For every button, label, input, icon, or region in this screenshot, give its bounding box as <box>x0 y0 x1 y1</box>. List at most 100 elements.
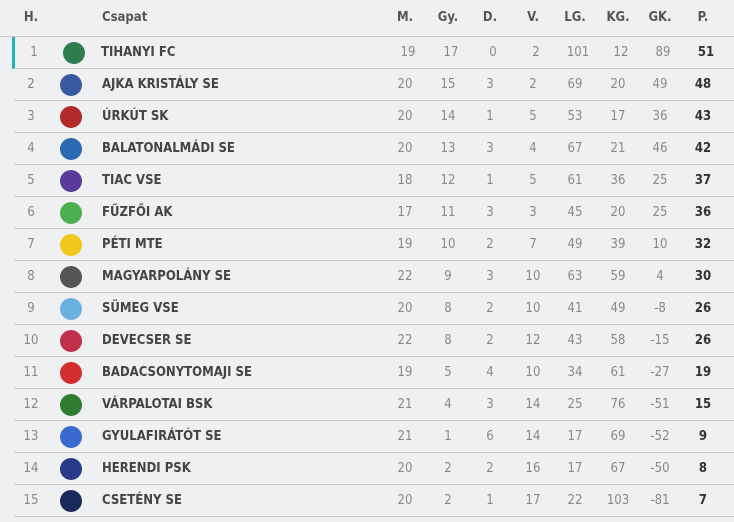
cell-gy: 5 <box>444 365 452 380</box>
cell-v: 4 <box>529 141 537 156</box>
table-row[interactable]: 3 ÚRKÚT SK 20 14 1 5 53 17 36 43 <box>14 101 734 133</box>
cell-p: 51 <box>697 45 715 60</box>
cell-gk: 4 <box>656 269 664 284</box>
rank: 14 <box>23 461 39 476</box>
cell-kg: 58 <box>610 333 626 348</box>
team-name[interactable]: HERENDI PSK <box>102 461 191 476</box>
cell-d: 1 <box>486 173 494 188</box>
cell-m: 22 <box>397 333 413 348</box>
header-rank: H. <box>23 10 39 25</box>
team-name[interactable]: FŰZFŐI AK <box>102 205 173 220</box>
cell-d: 4 <box>486 365 494 380</box>
rank: 11 <box>23 365 39 380</box>
cell-d: 2 <box>486 333 494 348</box>
team-name[interactable]: BALATONALMÁDI SE <box>102 141 235 156</box>
team-name[interactable]: VÁRPALOTAI BSK <box>102 397 213 412</box>
cell-gy: 10 <box>440 237 456 252</box>
team-name[interactable]: AJKA KRISTÁLY SE <box>102 77 219 92</box>
table-row[interactable]: 6 FŰZFŐI AK 17 11 3 3 45 20 25 36 <box>14 197 734 229</box>
team-logo-icon <box>60 74 82 96</box>
header-d: D. <box>482 10 498 25</box>
cell-lg: 22 <box>567 493 583 508</box>
team-name[interactable]: MAGYARPOLÁNY SE <box>102 269 232 284</box>
cell-p: 37 <box>694 173 712 188</box>
team-logo-icon <box>60 426 82 448</box>
team-logo-icon <box>60 394 82 416</box>
cell-d: 1 <box>486 493 494 508</box>
cell-gy: 14 <box>440 109 456 124</box>
team-name[interactable]: TIAC VSE <box>102 173 162 188</box>
cell-v: 14 <box>525 429 541 444</box>
cell-lg: 25 <box>567 397 583 412</box>
cell-p: 48 <box>694 77 712 92</box>
cell-m: 22 <box>397 269 413 284</box>
header-gy: Gy. <box>437 10 459 25</box>
table-row[interactable]: 9 SÜMEG VSE 20 8 2 10 41 49 -8 26 <box>14 293 734 325</box>
team-name[interactable]: GYULAFIRÁTÓT SE <box>102 429 222 444</box>
cell-gk: 25 <box>652 205 668 220</box>
cell-m: 21 <box>397 429 413 444</box>
cell-m: 18 <box>397 173 413 188</box>
team-logo-icon <box>60 170 82 192</box>
team-logo-icon <box>60 234 82 256</box>
table-row[interactable]: 2 AJKA KRISTÁLY SE 20 15 3 2 69 20 49 48 <box>14 69 734 101</box>
cell-v: 5 <box>529 173 537 188</box>
cell-d: 2 <box>486 301 494 316</box>
cell-m: 20 <box>397 493 413 508</box>
cell-p: 43 <box>694 109 712 124</box>
team-name[interactable]: SÜMEG VSE <box>102 301 179 316</box>
cell-p: 8 <box>698 461 708 476</box>
cell-d: 0 <box>489 45 497 60</box>
cell-gy: 4 <box>444 397 452 412</box>
team-name[interactable]: CSETÉNY SE <box>102 493 182 508</box>
rank: 7 <box>27 237 35 252</box>
cell-lg: 34 <box>567 365 583 380</box>
table-row[interactable]: 5 TIAC VSE 18 12 1 5 61 36 25 37 <box>14 165 734 197</box>
cell-m: 20 <box>397 461 413 476</box>
cell-lg: 17 <box>567 461 583 476</box>
table-row[interactable]: 8 MAGYARPOLÁNY SE 22 9 3 10 63 59 4 30 <box>14 261 734 293</box>
table-row[interactable]: 11 BADACSONYTOMAJI SE 19 5 4 10 34 61 -27 19 <box>14 357 734 389</box>
rank: 9 <box>27 301 35 316</box>
cell-kg: 69 <box>610 429 626 444</box>
cell-gy: 1 <box>444 429 452 444</box>
table-row[interactable]: 4 BALATONALMÁDI SE 20 13 3 4 67 21 46 42 <box>14 133 734 165</box>
cell-m: 20 <box>397 77 413 92</box>
rank: 1 <box>30 45 38 60</box>
cell-kg: 39 <box>610 237 626 252</box>
team-name[interactable]: TIHANYI FC <box>101 45 176 60</box>
cell-p: 7 <box>698 493 708 508</box>
team-logo-icon <box>63 42 85 64</box>
header-m: M. <box>396 10 414 25</box>
cell-p: 32 <box>694 237 712 252</box>
table-row[interactable]: 7 PÉTI MTE 19 10 2 7 49 39 10 32 <box>14 229 734 261</box>
header-gk: GK. <box>648 10 672 25</box>
cell-kg: 103 <box>606 493 630 508</box>
table-row[interactable]: 14 HERENDI PSK 20 2 2 16 17 67 -50 8 <box>14 453 734 485</box>
cell-p: 36 <box>694 205 712 220</box>
cell-gk: -52 <box>650 429 670 444</box>
team-logo-icon <box>60 458 82 480</box>
table-row[interactable]: 12 VÁRPALOTAI BSK 21 4 3 14 25 76 -51 15 <box>14 389 734 421</box>
cell-lg: 45 <box>567 205 583 220</box>
table-row[interactable]: 1 TIHANYI FC 19 17 0 2 101 12 89 51 <box>12 37 734 69</box>
team-logo-icon <box>60 298 82 320</box>
cell-gk: 36 <box>652 109 668 124</box>
team-name[interactable]: PÉTI MTE <box>102 237 163 252</box>
team-name[interactable]: DEVECSER SE <box>102 333 192 348</box>
cell-gk: -81 <box>650 493 670 508</box>
cell-gk: 49 <box>652 77 668 92</box>
team-name[interactable]: BADACSONYTOMAJI SE <box>102 365 252 380</box>
rank: 13 <box>23 429 39 444</box>
team-name[interactable]: ÚRKÚT SK <box>102 109 169 124</box>
table-row[interactable]: 13 GYULAFIRÁTÓT SE 21 1 6 14 17 69 -52 9 <box>14 421 734 453</box>
header-v: V. <box>527 10 539 25</box>
cell-lg: 69 <box>567 77 583 92</box>
table-row[interactable]: 15 CSETÉNY SE 20 2 1 17 22 103 -81 7 <box>14 485 734 517</box>
cell-v: 17 <box>525 493 541 508</box>
cell-p: 15 <box>694 397 712 412</box>
cell-p: 19 <box>694 365 712 380</box>
team-logo-icon <box>60 266 82 288</box>
cell-gk: 10 <box>652 237 668 252</box>
table-row[interactable]: 10 DEVECSER SE 22 8 2 12 43 58 -15 26 <box>14 325 734 357</box>
